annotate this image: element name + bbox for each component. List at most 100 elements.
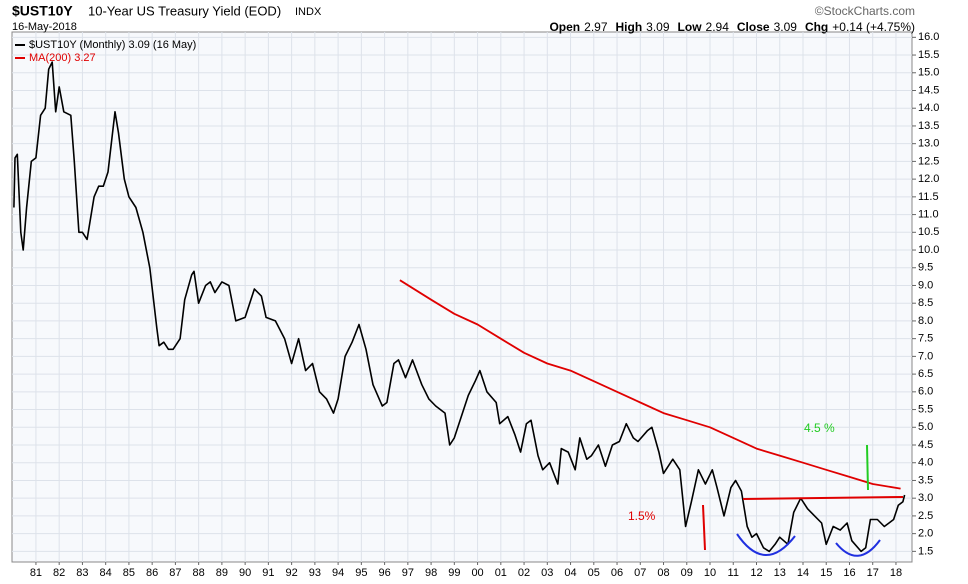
- bottom-arc: [736, 533, 796, 556]
- x-tick-label: 00: [471, 567, 483, 579]
- y-tick-label: 8.0: [918, 315, 933, 327]
- x-tick-label: 16: [843, 567, 855, 579]
- x-tick-label: 87: [169, 567, 181, 579]
- quote-label: High: [616, 20, 643, 34]
- date: 16-May-2018: [12, 21, 77, 33]
- x-tick-label: 13: [774, 567, 786, 579]
- x-tick-label: 03: [541, 567, 553, 579]
- quote: Open 2.97 High 3.09 Low 2.94 Close 3.09 Chg +0.14…: [549, 20, 915, 34]
- x-tick-label: 18: [890, 567, 902, 579]
- x-tick-label: 95: [355, 567, 367, 579]
- annotation: 1.5%: [628, 509, 656, 523]
- x-tick-label: 89: [216, 567, 228, 579]
- y-tick-label: 13.5: [918, 120, 939, 132]
- y-tick-label: 13.0: [918, 138, 939, 150]
- x-tick-label: 93: [309, 567, 321, 579]
- range-marker: [702, 504, 706, 551]
- quote-label: Low: [678, 20, 703, 34]
- y-tick-label: 4.0: [918, 457, 933, 469]
- symbol: $UST10Y: [12, 3, 73, 19]
- y-tick-label: 2.0: [918, 528, 933, 540]
- quote-label: Close: [737, 20, 770, 34]
- x-tick-label: 83: [76, 567, 88, 579]
- plot-area: [11, 31, 913, 563]
- quote-text: Open 2.97 High 3.09 Low 2.94 Close 3.09 Chg +0.14…: [549, 20, 915, 34]
- y-tick-label: 12.0: [918, 173, 939, 185]
- y-tick-label: 3.5: [918, 474, 933, 486]
- x-tick-label: 08: [657, 567, 669, 579]
- y-tick-label: 7.5: [918, 333, 933, 345]
- legend: $UST10Y (Monthly) 3.09 (16 May)MA(200) 3…: [15, 39, 196, 64]
- y-tick-label: 12.5: [918, 155, 939, 167]
- x-tick-label: 96: [378, 567, 390, 579]
- watermark: ©StockCharts.com: [815, 4, 915, 18]
- x-tick-label: 97: [402, 567, 414, 579]
- lines: [13, 61, 906, 553]
- series-line: [13, 61, 906, 553]
- y-tick-label: 10.5: [918, 226, 939, 238]
- y-tick-label: 11.5: [918, 191, 939, 203]
- x-tick-label: 90: [239, 567, 251, 579]
- bottom-arc: [835, 539, 881, 557]
- quote-value: 3.09: [774, 20, 798, 34]
- x-tick-label: 06: [611, 567, 623, 579]
- y-tick-label: 5.0: [918, 421, 933, 433]
- quote-label: Chg: [805, 20, 828, 34]
- y-tick-label: 14.5: [918, 84, 939, 96]
- y-tick-label: 9.5: [918, 262, 933, 274]
- y-tick-label: 14.0: [918, 102, 939, 114]
- x-tick-label: 14: [797, 567, 809, 579]
- exchange: INDX: [295, 6, 322, 18]
- x-tick-label: 85: [123, 567, 135, 579]
- x-tick-label: 05: [588, 567, 600, 579]
- y-tick-label: 11.0: [918, 208, 939, 220]
- quote-value: 3.09: [646, 20, 670, 34]
- y-tick-label: 1.5: [918, 545, 933, 557]
- x-tick-label: 84: [100, 567, 112, 579]
- y-tick-label: 8.5: [918, 297, 933, 309]
- quote-value: +0.14 (+4.75%): [832, 20, 915, 34]
- y-tick-label: 7.0: [918, 350, 933, 362]
- x-tick-label: 91: [262, 567, 274, 579]
- x-tick-label: 99: [448, 567, 460, 579]
- y-tick-label: 10.0: [918, 244, 939, 256]
- x-tick-label: 09: [681, 567, 693, 579]
- chart-title: 10-Year US Treasury Yield (EOD): [88, 3, 281, 18]
- quote-value: 2.94: [706, 20, 730, 34]
- x-tick-label: 02: [518, 567, 530, 579]
- y-tick-label: 5.5: [918, 403, 933, 415]
- y-tick-label: 6.5: [918, 368, 933, 380]
- y-tick-label: 15.5: [918, 49, 939, 61]
- y-tick-label: 15.0: [918, 67, 939, 79]
- y-tick-label: 2.5: [918, 510, 933, 522]
- series-line: [399, 279, 901, 490]
- x-tick-label: 07: [634, 567, 646, 579]
- x-tick-label: 01: [495, 567, 507, 579]
- quote-value: 2.97: [584, 20, 608, 34]
- y-tick-label: 6.0: [918, 386, 933, 398]
- resistance-line: [742, 496, 904, 500]
- y-tick-label: 16.0: [918, 31, 939, 43]
- y-tick-label: 4.5: [918, 439, 933, 451]
- x-tick-label: 11: [728, 567, 739, 579]
- x-tick-label: 82: [53, 567, 65, 579]
- legend-label: $UST10Y (Monthly) 3.09 (16 May): [29, 39, 196, 51]
- x-tick-label: 12: [750, 567, 762, 579]
- grid: 1.5 2.0 2.5 3.0 3.5 4.0 4.5 5.0 5.5 6.0 6.5 7.0 7.5 8…: [12, 31, 939, 579]
- legend-label: MA(200) 3.27: [29, 52, 96, 64]
- annotation: 4.5 %: [804, 421, 835, 435]
- x-tick-label: 15: [820, 567, 832, 579]
- range-marker: [866, 444, 869, 491]
- x-tick-label: 17: [867, 567, 879, 579]
- x-tick-label: 81: [30, 567, 42, 579]
- x-tick-label: 98: [425, 567, 437, 579]
- x-tick-label: 86: [146, 567, 158, 579]
- x-tick-label: 92: [285, 567, 297, 579]
- x-tick-label: 04: [564, 567, 576, 579]
- x-tick-label: 94: [332, 567, 344, 579]
- quote-label: Open: [549, 20, 580, 34]
- x-tick-label: 88: [193, 567, 205, 579]
- y-tick-label: 9.0: [918, 279, 933, 291]
- x-tick-label: 10: [704, 567, 716, 579]
